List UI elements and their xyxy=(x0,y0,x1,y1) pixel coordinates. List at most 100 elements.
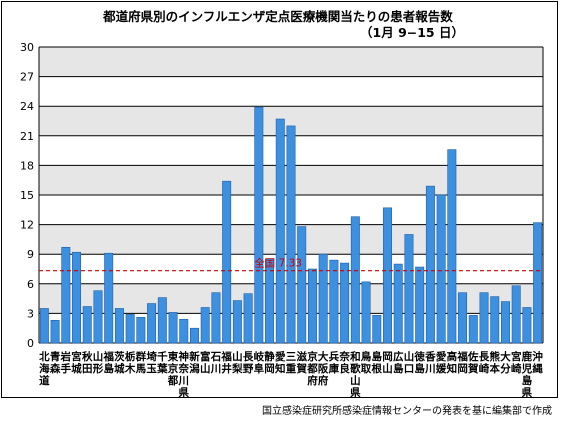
bar xyxy=(383,207,392,344)
x-tick-label: 佐賀 xyxy=(467,350,479,375)
y-tick-label: 30 xyxy=(20,41,34,54)
x-axis-labels: 北海道青森岩手宮城秋田山形福島茨城栃木群馬埼玉千葉東京都神奈川県新潟富山石川福井… xyxy=(39,350,543,399)
x-tick-label: 福島 xyxy=(102,350,114,375)
bar xyxy=(522,307,532,344)
bar xyxy=(222,180,232,344)
bar xyxy=(286,125,296,344)
bar xyxy=(361,281,371,344)
bar xyxy=(168,312,178,344)
x-tick-label: 滋賀 xyxy=(295,350,307,375)
x-tick-label: 広島 xyxy=(393,350,404,375)
x-tick-label: 岩手 xyxy=(60,350,72,375)
bar xyxy=(436,194,446,344)
bar xyxy=(114,308,124,344)
bar xyxy=(350,216,360,344)
bar xyxy=(232,300,242,344)
bars xyxy=(39,106,543,344)
bar xyxy=(275,118,285,344)
reference-label: 全国 7.33 xyxy=(254,257,302,270)
bar xyxy=(511,285,521,344)
x-tick-label: 石川 xyxy=(210,351,222,375)
reference-line-group: 全国 7.33 xyxy=(39,257,543,272)
x-tick-label: 静岡 xyxy=(264,350,275,375)
bar xyxy=(372,315,382,344)
y-tick-label: 6 xyxy=(27,278,34,291)
bar xyxy=(458,292,468,344)
bar xyxy=(50,320,60,344)
bar xyxy=(533,222,543,344)
bar xyxy=(500,301,510,344)
y-tick-label: 3 xyxy=(27,307,34,320)
bar xyxy=(318,253,328,344)
x-tick-label: 三重 xyxy=(286,351,297,375)
y-tick-label: 24 xyxy=(20,100,34,113)
bar xyxy=(243,293,253,344)
bar xyxy=(490,296,500,344)
x-tick-label: 沖縄 xyxy=(532,350,543,375)
x-tick-label: 宮崎 xyxy=(511,350,522,375)
x-tick-label: 鳥取 xyxy=(361,350,372,375)
x-tick-label: 山梨 xyxy=(231,350,243,375)
bar xyxy=(82,306,92,344)
bar xyxy=(393,263,403,344)
x-tick-label: 茨城 xyxy=(114,350,125,375)
bar xyxy=(447,149,457,344)
bar xyxy=(179,319,189,344)
bar xyxy=(340,262,350,344)
plot-band xyxy=(39,47,543,77)
bar xyxy=(254,106,264,344)
x-tick-label: 兵庫 xyxy=(329,350,340,375)
bar xyxy=(404,234,414,344)
bar xyxy=(104,252,114,344)
bar xyxy=(200,307,210,344)
x-tick-label: 愛媛 xyxy=(435,350,447,375)
x-tick-label: 埼玉 xyxy=(146,350,157,375)
y-tick-label: 0 xyxy=(27,337,34,350)
bar xyxy=(93,290,103,344)
x-tick-label: 秋田 xyxy=(82,350,93,375)
x-tick-label: 愛知 xyxy=(275,350,286,375)
x-tick-label: 千葉 xyxy=(156,350,168,375)
x-tick-label: 福井 xyxy=(220,350,232,375)
bar xyxy=(147,303,157,344)
x-tick-label: 山形 xyxy=(93,350,104,375)
plot-band xyxy=(39,76,543,107)
bar xyxy=(415,266,425,344)
x-tick-label: 長崎 xyxy=(479,351,490,375)
x-tick-label: 島根 xyxy=(372,350,383,375)
x-tick-label: 和歌山県 xyxy=(349,350,361,399)
x-tick-label: 大分 xyxy=(500,350,511,375)
source-note: 国立感染症研究所感染症情報センターの発表を基に編集部で作成 xyxy=(262,404,552,417)
x-tick-label: 神奈川県 xyxy=(178,350,190,399)
y-tick-label: 21 xyxy=(20,130,34,143)
x-tick-label: 大阪府 xyxy=(318,350,329,387)
x-tick-label: 徳島 xyxy=(413,350,425,375)
y-tick-label: 18 xyxy=(20,159,34,172)
x-tick-label: 新潟 xyxy=(189,350,200,375)
x-tick-label: 北海道 xyxy=(39,350,50,387)
bar xyxy=(190,327,199,344)
x-tick-label: 香川 xyxy=(424,350,436,375)
bar xyxy=(329,259,339,344)
x-tick-label: 鹿児島県 xyxy=(521,350,533,399)
y-tick-label: 12 xyxy=(20,219,34,232)
bar xyxy=(468,315,478,344)
bar xyxy=(125,314,135,344)
x-tick-label: 熊本 xyxy=(489,350,500,375)
x-tick-label: 岡山 xyxy=(382,351,393,375)
y-tick-label: 15 xyxy=(20,189,34,202)
bar xyxy=(297,226,307,344)
bar xyxy=(265,258,275,344)
bar xyxy=(39,308,49,344)
x-tick-label: 東京都 xyxy=(167,350,179,387)
x-tick-label: 宮城 xyxy=(71,350,82,375)
x-tick-label: 富山 xyxy=(200,350,211,375)
x-tick-label: 青森 xyxy=(49,350,61,375)
x-tick-label: 福岡 xyxy=(456,350,468,375)
x-tick-label: 奈良 xyxy=(338,350,350,375)
x-tick-label: 栃木 xyxy=(124,350,136,375)
bar xyxy=(211,292,221,344)
bar xyxy=(157,297,167,344)
y-tick-label: 9 xyxy=(27,248,34,261)
